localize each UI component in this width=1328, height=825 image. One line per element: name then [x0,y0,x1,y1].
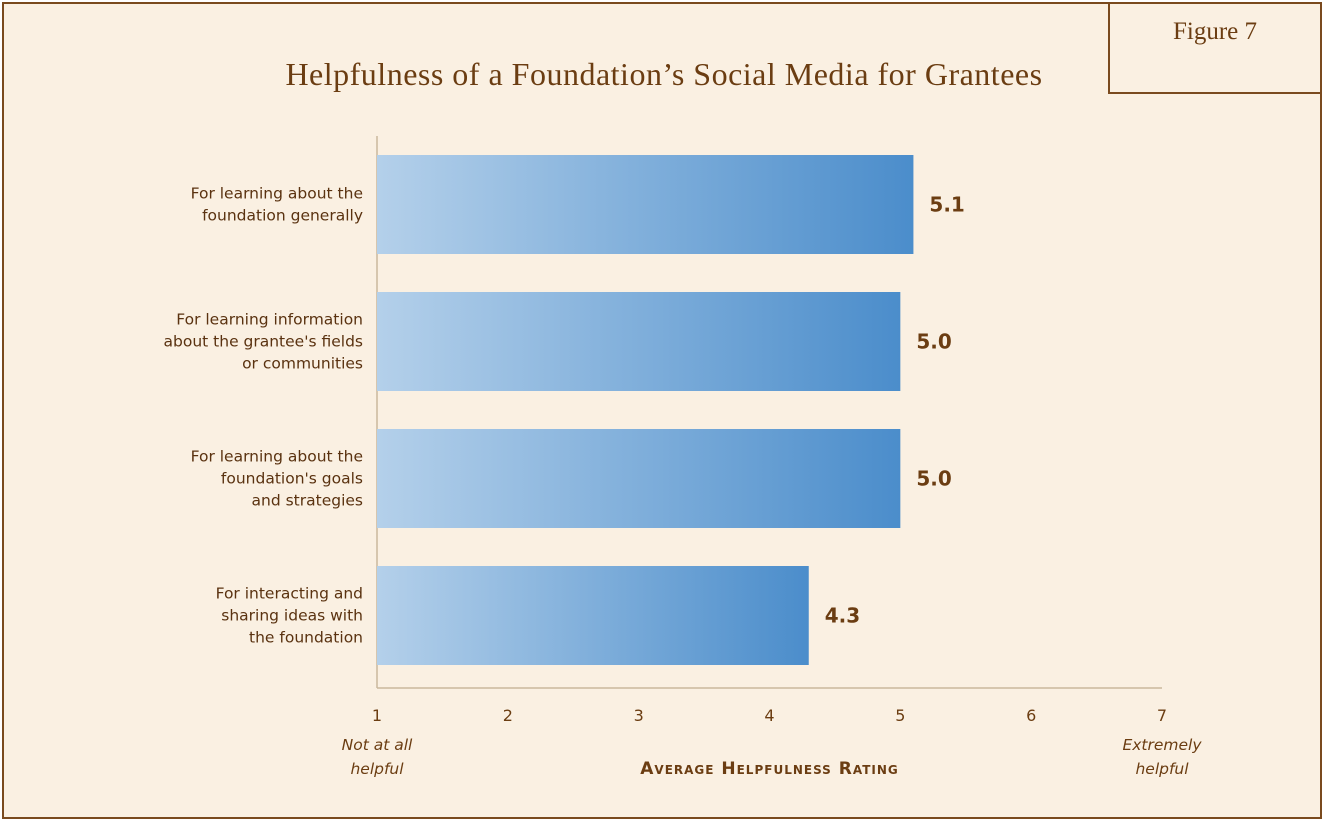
x-min-label: Not at all helpful [342,736,413,778]
x-tick-label: 2 [503,706,513,725]
x-tick-label: 4 [764,706,774,725]
figure-label: Figure 7 [1108,4,1320,94]
x-axis-title: Average Helpfulness Rating [640,759,898,779]
category-label: For learning about the foundation's goals… [191,448,363,510]
x-tick-label: 3 [634,706,644,725]
bar [377,155,914,254]
category-label: For learning information about the grante… [164,311,363,373]
category-label: For interacting and sharing ideas with the… [216,585,363,647]
category-label: For learning about the foundation general… [191,185,363,225]
bar-value-label: 5.0 [916,330,951,354]
bar [377,292,901,391]
x-tick-label: 5 [895,706,905,725]
chart-title: Helpfulness of a Foundation’s Social Med… [285,56,1043,92]
x-tick-label: 6 [1026,706,1036,725]
bar-value-label: 4.3 [825,604,860,628]
x-tick-label: 1 [372,706,382,725]
x-max-label: Extremely helpful [1122,736,1202,778]
x-tick-label: 7 [1157,706,1167,725]
bar-value-label: 5.1 [929,193,964,217]
bar [377,429,901,528]
bar [377,566,809,665]
bar-value-label: 5.0 [916,467,951,491]
